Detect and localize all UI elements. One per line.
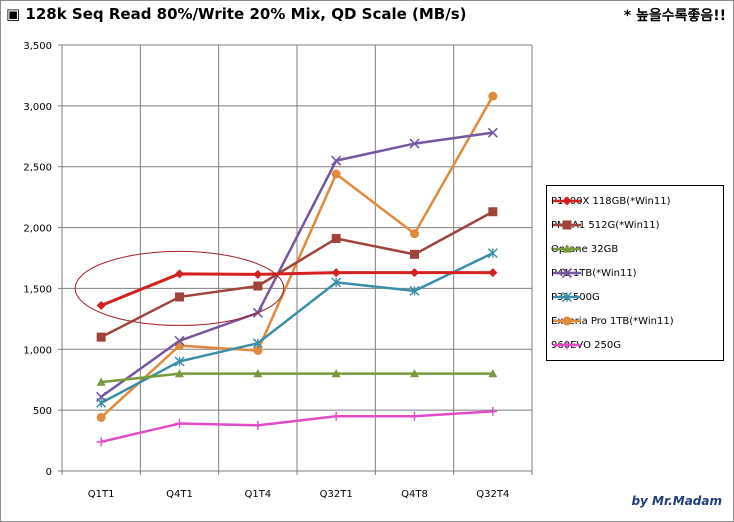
x-tick-label: Q1T4	[244, 489, 271, 500]
legend-label: 960EVO 250G	[551, 339, 621, 351]
data-point	[331, 369, 341, 378]
title-square-icon: ▣	[6, 5, 21, 23]
series-line	[100, 131, 494, 398]
y-tick-label: 500	[33, 406, 52, 417]
legend-item: Optane 32GB	[551, 242, 618, 256]
data-point	[253, 369, 263, 378]
y-tick-label: 0	[46, 467, 52, 478]
data-point	[331, 169, 341, 179]
data-point	[331, 234, 341, 244]
legend-label: Exceria Pro 1TB(*Win11)	[551, 315, 674, 327]
higher-is-better-note: * 높을수록좋음!!	[623, 8, 726, 24]
data-point	[175, 269, 184, 279]
y-tick-label: 3,000	[23, 102, 52, 113]
data-point	[410, 411, 419, 421]
legend-marker	[562, 220, 572, 230]
data-point	[253, 269, 263, 279]
data-point	[331, 411, 341, 421]
data-point	[96, 412, 106, 422]
legend-swatch	[553, 244, 581, 253]
data-point	[174, 356, 185, 367]
data-point	[488, 406, 498, 416]
legend-swatch	[553, 316, 581, 326]
legend-item: P31 500G	[551, 290, 600, 304]
data-point	[175, 369, 184, 378]
legend-item: P41 1TB(*Win11)	[551, 266, 637, 280]
x-tick-label: Q1T1	[88, 489, 115, 500]
data-point	[488, 91, 498, 101]
data-point	[253, 346, 263, 356]
data-point	[174, 335, 185, 346]
x-tick-label: Q4T1	[166, 489, 193, 500]
series-line	[100, 210, 494, 339]
x-tick-label: Q32T4	[476, 489, 509, 500]
legend-item: Exceria Pro 1TB(*Win11)	[551, 314, 674, 328]
data-point	[488, 207, 498, 217]
data-point	[331, 277, 342, 288]
data-point	[175, 292, 184, 302]
legend-marker	[562, 244, 572, 253]
data-point	[488, 369, 498, 378]
x-tick-label: Q32T1	[320, 489, 353, 500]
data-point	[96, 332, 106, 342]
y-tick-label: 2,000	[23, 224, 52, 235]
legend-item: 960EVO 250G	[551, 338, 621, 352]
y-tick-label: 1,500	[23, 284, 52, 295]
legend-marker	[561, 267, 573, 279]
legend-item: P1600X 118GB(*Win11)	[551, 194, 671, 208]
series-line	[100, 271, 493, 307]
data-point	[96, 377, 106, 386]
legend-item: PM9A1 512G(*Win11)	[551, 218, 660, 232]
legend-label: P41 1TB(*Win11)	[551, 267, 637, 279]
data-point	[331, 268, 341, 278]
title-text: 128k Seq Read 80%/Write 20% Mix, QD Scal…	[25, 5, 467, 23]
data-point	[252, 338, 263, 349]
data-point	[488, 268, 498, 278]
legend-marker	[562, 340, 572, 350]
legend-swatch	[553, 196, 581, 206]
data-point	[96, 300, 106, 310]
legend-swatch	[553, 340, 581, 350]
legend-swatch	[553, 267, 581, 279]
legend-label: PM9A1 512G(*Win11)	[551, 219, 660, 231]
legend-marker	[562, 292, 572, 302]
data-point	[96, 437, 106, 447]
data-point	[253, 281, 263, 291]
legend-marker	[562, 316, 572, 326]
legend-marker	[562, 196, 572, 206]
data-point	[409, 138, 420, 149]
legend-label: Optane 32GB	[551, 243, 619, 255]
data-point	[253, 420, 263, 430]
series-line	[101, 372, 493, 384]
series-line	[100, 252, 494, 404]
data-point	[410, 268, 419, 278]
data-point	[96, 391, 107, 402]
data-point	[410, 369, 419, 378]
series-line	[100, 410, 493, 444]
data-point	[410, 229, 419, 239]
y-tick-label: 3,500	[23, 41, 52, 52]
author-credit: by Mr.Madam	[631, 494, 722, 508]
data-point	[410, 249, 419, 259]
highlight-ellipse	[74, 250, 285, 326]
data-point	[487, 248, 498, 259]
data-point	[409, 285, 420, 296]
data-point	[175, 419, 184, 429]
y-tick-label: 1,000	[23, 345, 52, 356]
chart-legend: P1600X 118GB(*Win11) PM9A1 512G(*Win11) Op…	[546, 185, 724, 361]
legend-swatch	[553, 220, 581, 230]
data-point	[487, 127, 498, 138]
legend-swatch	[553, 292, 581, 302]
y-tick-label: 2,500	[23, 163, 52, 174]
legend-label: P1600X 118GB(*Win11)	[551, 195, 671, 207]
data-point	[331, 155, 342, 166]
chart-title: ▣ 128k Seq Read 80%/Write 20% Mix, QD Sc…	[6, 5, 467, 23]
x-tick-label: Q4T8	[401, 489, 428, 500]
